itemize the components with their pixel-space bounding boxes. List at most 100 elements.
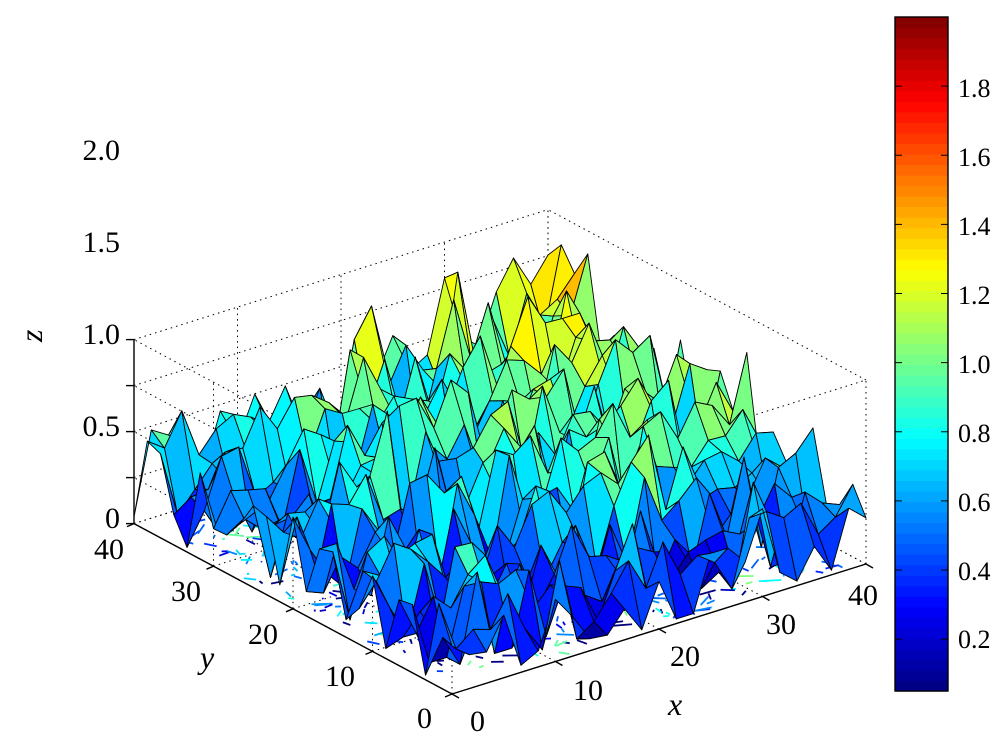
y-tick-mark	[285, 608, 294, 613]
contour-segment	[558, 651, 570, 655]
x-tick-mark	[658, 628, 667, 634]
contour-segment	[294, 560, 299, 566]
contour-segment	[556, 633, 574, 636]
colorbar-swatch	[895, 206, 948, 218]
contour-segment	[707, 593, 712, 600]
colorbar-swatch	[895, 248, 948, 260]
y-tick-mark	[206, 565, 214, 570]
contour-segment	[750, 558, 760, 569]
z-tick-label: 1.5	[83, 226, 121, 259]
colorbar-swatch	[895, 174, 948, 187]
contour-segment	[475, 655, 484, 659]
colorbar-swatch	[895, 59, 948, 71]
colorbar-swatch	[895, 490, 948, 503]
contour-segment	[324, 603, 333, 609]
contour-segment	[655, 607, 662, 614]
colorbar-swatch	[895, 511, 948, 524]
contour-segment	[700, 595, 710, 606]
colorbar-tick-label: 1.8	[958, 74, 991, 103]
colorbar-swatch	[895, 196, 948, 208]
colorbar-swatch	[895, 427, 948, 439]
contour-segment	[610, 623, 633, 627]
y-tick-label: 30	[171, 575, 201, 608]
contour-segment	[367, 640, 380, 645]
colorbar-swatch	[895, 627, 948, 639]
x-tick-label: 30	[766, 608, 796, 641]
y-tick-mark	[365, 650, 373, 656]
contour-segment	[363, 601, 369, 609]
colorbar	[894, 16, 949, 692]
axes	[126, 338, 874, 699]
colorbar-swatch	[895, 132, 948, 144]
colorbar-swatch	[895, 585, 948, 597]
colorbar-swatch	[895, 522, 948, 534]
contour-segment	[741, 590, 747, 596]
contour-segment	[659, 608, 664, 614]
colorbar-swatch	[895, 227, 948, 239]
colorbar-tick-label: 1.2	[958, 281, 991, 310]
colorbar-swatch	[895, 111, 948, 123]
colorbar-swatch	[895, 469, 948, 481]
contour-segment	[321, 597, 324, 600]
y-tick-label: 20	[248, 618, 278, 651]
contour-segment	[815, 570, 824, 574]
contour-segment	[285, 591, 292, 598]
contour-segment	[191, 530, 200, 537]
colorbar-swatch	[895, 69, 948, 81]
contour-segment	[218, 551, 230, 557]
y-tick-mark	[444, 693, 453, 698]
grid-line	[133, 301, 549, 433]
colorbar-swatch	[895, 385, 948, 397]
contour-segment	[342, 621, 351, 626]
y-tick-label: 10	[325, 660, 355, 693]
colorbar-swatch	[895, 217, 948, 229]
contour-segment	[260, 560, 263, 563]
colorbar-swatch	[895, 406, 948, 418]
colorbar-swatch	[895, 459, 948, 471]
colorbar-swatch	[895, 322, 948, 334]
colorbar-swatch	[895, 164, 948, 176]
surface-mesh	[133, 244, 867, 676]
contour-segment	[665, 611, 671, 616]
colorbar-swatch	[895, 480, 948, 492]
colorbar-swatch	[895, 354, 948, 366]
colorbar-swatch	[895, 680, 948, 692]
contour-segment	[694, 606, 712, 612]
x-tick-label: 20	[670, 640, 700, 673]
colorbar-swatch	[895, 638, 948, 650]
colorbar-swatch	[895, 290, 948, 302]
contour-segment	[652, 609, 655, 613]
colorbar-tick-label: 0.6	[958, 488, 991, 517]
colorbar-swatch	[895, 438, 948, 450]
colorbar-tick-label: 1.4	[958, 212, 991, 241]
colorbar-tick-label: 1.0	[958, 350, 991, 379]
colorbar-swatch	[895, 606, 948, 618]
contour-segment	[203, 542, 217, 548]
colorbar-swatch	[895, 417, 948, 429]
colorbar-swatch	[895, 90, 948, 102]
x-tick-mark	[865, 563, 874, 569]
colorbar-swatch	[895, 259, 948, 271]
contour-segment	[663, 615, 669, 618]
contour-segment	[234, 527, 241, 536]
contour-segment	[319, 609, 327, 612]
colorbar-swatch	[895, 38, 948, 50]
colorbar-swatch	[895, 238, 948, 250]
contour-segment	[409, 638, 413, 645]
colorbar-swatch	[895, 185, 948, 197]
colorbar-swatch	[895, 332, 948, 345]
contour-segment	[436, 659, 445, 663]
x-tick-mark	[762, 595, 770, 602]
colorbar-swatch	[895, 311, 948, 324]
z-tick-label: 0	[105, 502, 120, 535]
colorbar-swatch	[895, 575, 948, 587]
z-tick-label: 1.0	[83, 318, 121, 351]
colorbar-swatch	[895, 122, 948, 134]
colorbar-tick-label: 0.8	[958, 419, 991, 448]
z-tick-label: 0.5	[83, 410, 121, 443]
contour-segment	[292, 566, 299, 572]
colorbar-tick-label: 0.4	[958, 557, 991, 586]
contour-segment	[623, 611, 628, 617]
colorbar-swatch	[895, 659, 948, 671]
